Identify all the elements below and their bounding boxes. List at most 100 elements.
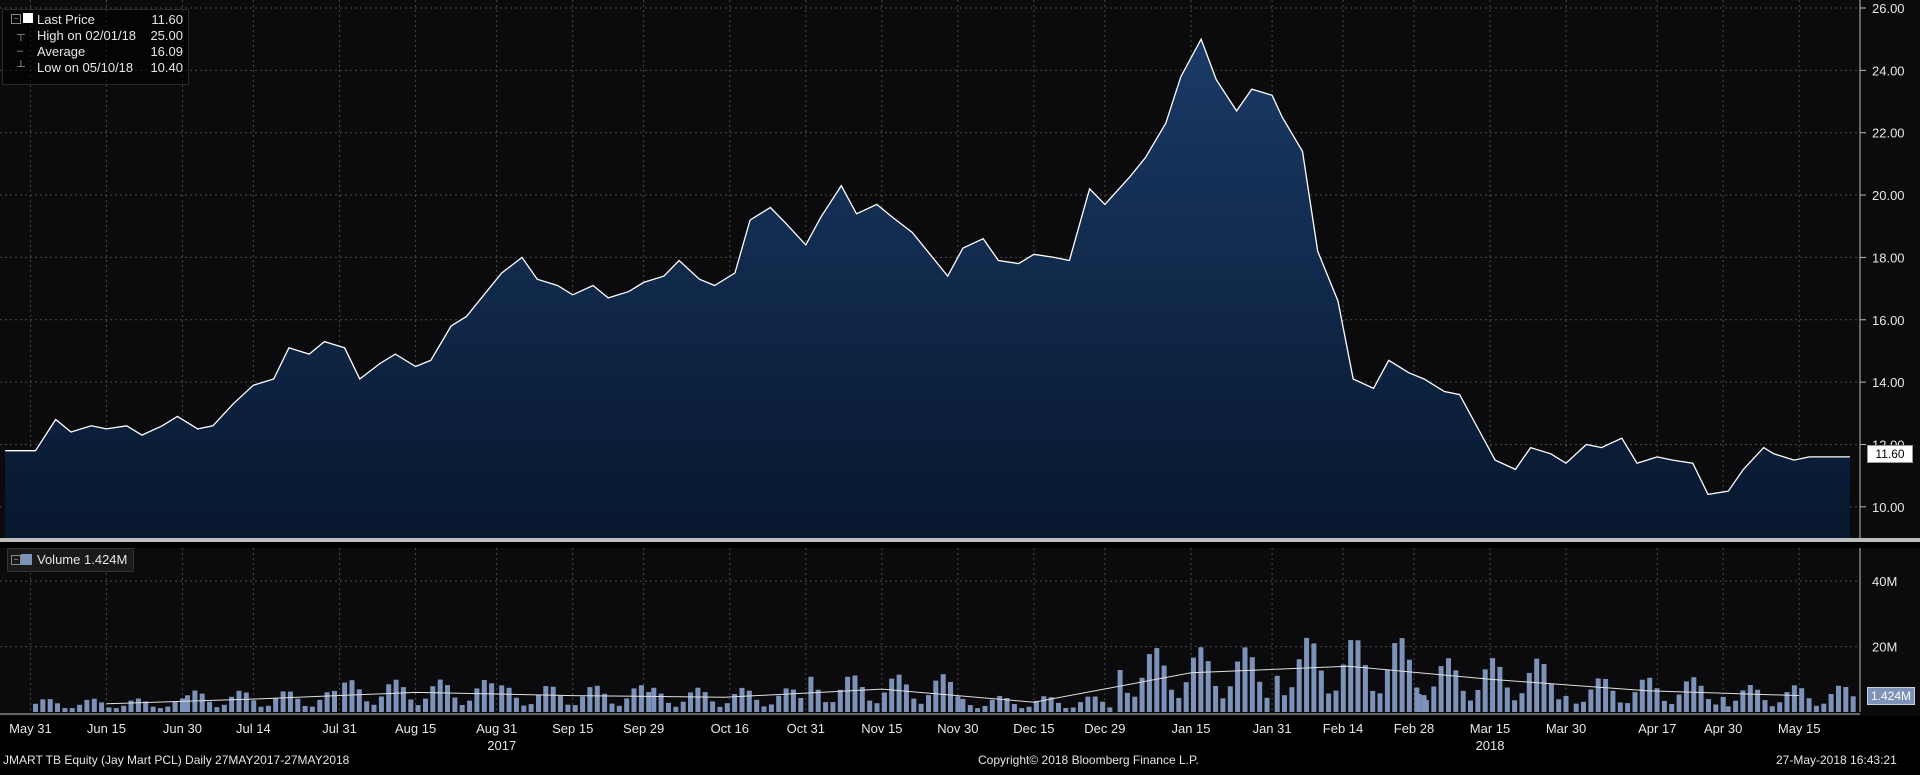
volume-bar [1706, 699, 1711, 712]
volume-bar [84, 699, 90, 712]
volume-bar [982, 706, 988, 712]
volume-bar [1078, 702, 1083, 712]
volume-bar [221, 704, 227, 712]
volume-bar [1725, 706, 1731, 712]
legend-high-label: High on 02/01/18 [37, 28, 137, 43]
volume-bar [1647, 677, 1653, 712]
x-tick-label: May 31 [9, 721, 52, 736]
volume-bar [408, 699, 414, 712]
volume-bar [1176, 697, 1182, 712]
volume-bar [911, 698, 917, 712]
volume-bar [1698, 685, 1704, 712]
volume-bar [437, 679, 443, 712]
price-y-tick-label: 20.00 [1872, 188, 1905, 203]
price-y-tick-label: 22.00 [1872, 126, 1905, 141]
volume-bar [521, 705, 527, 712]
volume-bar [349, 680, 355, 712]
volume-bar [624, 698, 630, 712]
volume-bar [1377, 693, 1383, 712]
volume-bar [724, 703, 730, 712]
volume-bar [1588, 689, 1594, 712]
volume-bar [1063, 708, 1069, 712]
volume-bar [940, 674, 946, 712]
volume-bar [1304, 637, 1310, 712]
volume-bar [1713, 704, 1719, 712]
x-year-label: 2018 [1476, 738, 1505, 753]
volume-bar [768, 704, 774, 712]
volume-bar [1733, 700, 1739, 712]
volume-bar [1720, 696, 1726, 712]
volume-bar [1348, 640, 1354, 712]
volume-bar [1740, 690, 1746, 712]
volume-bar [499, 685, 505, 712]
volume-bar [845, 676, 851, 712]
volume-bar [1661, 700, 1667, 712]
x-tick-label: Jul 31 [322, 721, 357, 736]
volume-bar [459, 705, 465, 712]
volume-bar [746, 690, 752, 712]
volume-bar [823, 702, 829, 712]
footer-copyright: Copyright© 2018 Bloomberg Finance L.P. [978, 753, 1199, 767]
volume-bar [565, 704, 571, 712]
volume-bar [273, 698, 279, 712]
volume-bar [1161, 665, 1167, 712]
volume-bar [1048, 697, 1054, 712]
legend-last-price-value: 11.60 [151, 12, 183, 27]
volume-bar [1762, 700, 1768, 712]
x-tick-label: Nov 30 [937, 721, 978, 736]
volume-bar [135, 698, 141, 712]
volume-bar [506, 687, 512, 712]
volume-bar [1154, 648, 1160, 712]
volume-bar [69, 708, 75, 712]
volume-bar [91, 698, 97, 712]
x-tick-label: Jun 15 [87, 721, 126, 736]
volume-bar [710, 701, 716, 712]
volume-bar [180, 698, 185, 712]
volume-collapse-icon[interactable]: − [11, 555, 21, 565]
price-y-tick-label: 10.00 [1872, 500, 1905, 515]
volume-bar [423, 698, 428, 712]
volume-bar [1011, 704, 1017, 712]
volume-bar [874, 703, 880, 712]
x-tick-label: May 15 [1778, 721, 1821, 736]
volume-bar [1026, 706, 1032, 712]
volume-bar [702, 692, 708, 712]
volume-bar [1235, 661, 1241, 712]
volume-bar [673, 706, 679, 712]
volume-bar [1490, 658, 1496, 712]
x-tick-label: Feb 14 [1323, 721, 1363, 736]
volume-bar [185, 695, 190, 712]
volume-bar [1512, 700, 1518, 712]
volume-bar [1213, 686, 1219, 712]
price-legend: − Last Price 11.60 ┬ High on 02/01/18 25… [2, 9, 189, 85]
volume-bar [1370, 690, 1376, 712]
volume-bar [1220, 698, 1226, 712]
volume-bar [40, 699, 46, 712]
volume-bar [1033, 700, 1039, 712]
volume-bar [302, 706, 308, 712]
volume-bar [1438, 666, 1444, 712]
volume-bar [631, 688, 637, 712]
volume-bar [1392, 643, 1398, 712]
volume-bar [378, 696, 384, 712]
volume-legend: − Volume 1.424M [7, 548, 134, 572]
collapse-icon[interactable]: − [11, 14, 21, 24]
volume-bar [646, 692, 652, 712]
price-area-fill [5, 39, 1850, 538]
x-tick-label: Nov 15 [861, 721, 902, 736]
volume-bar [207, 701, 213, 712]
volume-panel-bg [0, 548, 1920, 716]
volume-bar [739, 687, 745, 712]
volume-bar [258, 706, 264, 712]
volume-bar [852, 675, 858, 712]
volume-bar [1124, 692, 1130, 712]
volume-bar [1282, 695, 1287, 712]
x-tick-label: Aug 31 [476, 721, 517, 736]
volume-bar [889, 678, 895, 712]
x-tick-label: Oct 31 [787, 721, 825, 736]
volume-bar [1242, 647, 1248, 712]
volume-bar [594, 685, 600, 712]
volume-bar [1004, 698, 1010, 712]
